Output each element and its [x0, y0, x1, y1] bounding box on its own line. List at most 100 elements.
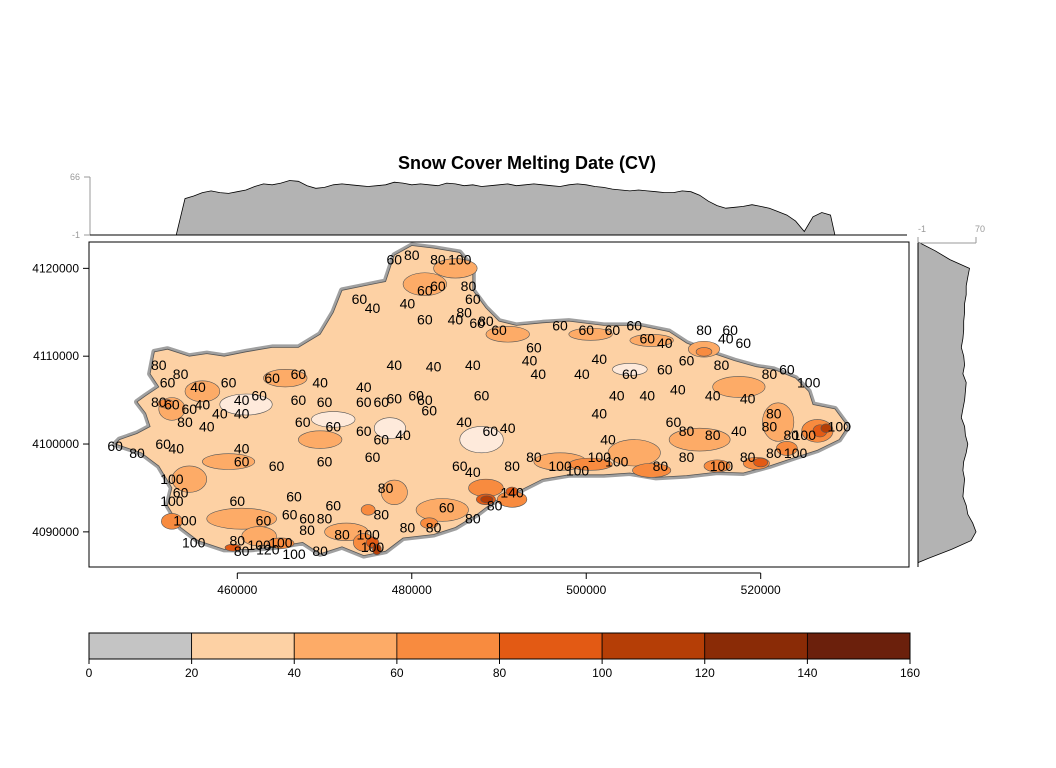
contour-label: 80 [504, 458, 520, 474]
contour-label: 40 [395, 427, 411, 443]
right-marginal-area [917, 241, 977, 564]
contour-label: 60 [387, 252, 403, 268]
contour-label: 60 [356, 423, 372, 439]
contour-label: 100 [269, 534, 293, 550]
contour-band [161, 513, 183, 530]
contour-label: 80 [705, 427, 721, 443]
contour-label: 80 [783, 427, 799, 443]
contour-label: 80 [740, 449, 756, 465]
contour-band [568, 457, 613, 471]
contour-label: 80 [177, 414, 193, 430]
contour-label: 40 [657, 335, 673, 351]
contour-band [360, 504, 376, 516]
contour-label: 80 [404, 247, 420, 263]
contour-label: 60 [474, 388, 490, 404]
contour-label: 80 [696, 322, 712, 338]
contour-label: 100 [282, 546, 306, 562]
contour-label: 100 [605, 454, 629, 470]
right-marginal-min-label: -1 [918, 224, 926, 234]
contour-label: 80 [378, 480, 394, 496]
contour-label: 60 [155, 436, 171, 452]
y-tick-label: 4120000 [32, 261, 79, 275]
colorbar-swatch [396, 632, 500, 660]
contour-label: 100 [793, 427, 817, 443]
contour-label: 40 [670, 382, 686, 398]
x-tick-label: 520000 [741, 583, 781, 597]
contour-label: 60 [622, 366, 638, 382]
colorbar-tick-label: 40 [288, 666, 302, 680]
right-marginal: -1 70 [917, 224, 985, 567]
contour-label: 40 [199, 418, 215, 434]
contour-label: 80 [400, 519, 416, 535]
contour-label: 100 [784, 445, 808, 461]
x-tick-label: 480000 [392, 583, 432, 597]
contour-label: 80 [312, 543, 328, 559]
contour-label: 100 [797, 375, 821, 391]
contour-label: 60 [387, 390, 403, 406]
contour-label: 60 [291, 366, 307, 382]
colorbar-swatch [601, 632, 706, 660]
chart-title: Snow Cover Melting Date (CV) [398, 153, 656, 173]
contour-label: 60 [317, 454, 333, 470]
contour-band [505, 486, 519, 497]
colorbar-tick-label: 60 [390, 666, 404, 680]
contour-label: 60 [657, 361, 673, 377]
right-marginal-max-label: 70 [975, 224, 985, 234]
contour-band [402, 272, 447, 296]
contour-label: 40 [574, 366, 590, 382]
contour-label: 140 [500, 484, 524, 500]
contour-band [703, 459, 731, 473]
colorbar-swatch [88, 632, 193, 660]
contour-label: 80 [151, 394, 167, 410]
y-tick-label: 4100000 [32, 437, 79, 451]
contour-label: 40 [400, 295, 416, 311]
x-tick-label: 500000 [566, 583, 606, 597]
x-axis: 460000 480000 500000 520000 [217, 572, 781, 597]
contour-label: 80 [487, 498, 503, 514]
contour-band [712, 376, 766, 398]
contour-label: 60 [679, 353, 695, 369]
contour-label: 80 [230, 533, 246, 549]
contour-label: 80 [234, 543, 250, 559]
contour-label: 60 [417, 311, 433, 327]
x-tick-label: 460000 [217, 583, 257, 597]
contour-label: 80 [129, 445, 145, 461]
contour-label: 40 [426, 359, 442, 375]
contour-band [372, 543, 382, 556]
contour-label: 40 [592, 405, 608, 421]
contour-label: 40 [740, 390, 756, 406]
contour-label: 60 [230, 493, 246, 509]
contour-label: 40 [640, 388, 656, 404]
contour-label: 60 [325, 498, 341, 514]
contour-label: 40 [234, 392, 250, 408]
contour-band [632, 463, 672, 478]
contour-label: 60 [182, 401, 198, 417]
contour-label: 60 [356, 394, 372, 410]
contour-label: 40 [592, 351, 608, 367]
colorbar-tick-label: 80 [493, 666, 507, 680]
contour-label: 80 [766, 445, 782, 461]
y-axis: 4090000 4100000 4110000 4120000 [32, 261, 90, 539]
contour-label: 60 [256, 512, 272, 528]
contour-label: 80 [526, 449, 542, 465]
contour-band [776, 441, 798, 456]
contour-label: 60 [291, 392, 307, 408]
contour-label: 40 [705, 388, 721, 404]
contour-label: 40 [731, 423, 747, 439]
contour-label: 40 [500, 420, 516, 436]
contour-label: 60 [526, 339, 542, 355]
contour-label: 60 [417, 392, 433, 408]
contour-label: 80 [317, 511, 333, 527]
contour-band [241, 526, 277, 547]
contour-label: 40 [195, 397, 211, 413]
colorbar-swatches [88, 632, 911, 660]
contour-label: 80 [299, 522, 315, 538]
colorbar-tick-label: 100 [592, 666, 612, 680]
contour-band [219, 393, 273, 416]
contour-label: 60 [735, 335, 751, 351]
contour-band [415, 498, 469, 522]
top-marginal-min-label: -1 [72, 230, 80, 240]
contour-band [224, 543, 242, 552]
contour-label: 60 [164, 397, 180, 413]
